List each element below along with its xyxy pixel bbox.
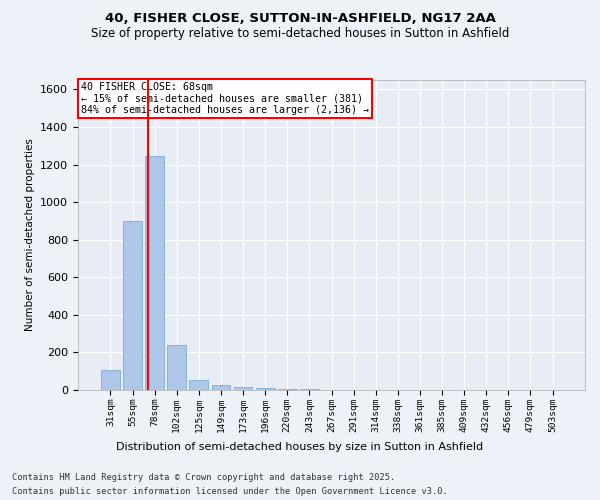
Text: Size of property relative to semi-detached houses in Sutton in Ashfield: Size of property relative to semi-detach… xyxy=(91,28,509,40)
Text: Distribution of semi-detached houses by size in Sutton in Ashfield: Distribution of semi-detached houses by … xyxy=(116,442,484,452)
Text: 40 FISHER CLOSE: 68sqm
← 15% of semi-detached houses are smaller (381)
84% of se: 40 FISHER CLOSE: 68sqm ← 15% of semi-det… xyxy=(80,82,368,115)
Bar xyxy=(167,345,186,390)
Bar xyxy=(233,387,253,390)
Bar xyxy=(123,221,142,390)
Bar xyxy=(145,156,164,390)
Text: Contains public sector information licensed under the Open Government Licence v3: Contains public sector information licen… xyxy=(12,488,448,496)
Bar xyxy=(256,388,275,390)
Text: 40, FISHER CLOSE, SUTTON-IN-ASHFIELD, NG17 2AA: 40, FISHER CLOSE, SUTTON-IN-ASHFIELD, NG… xyxy=(104,12,496,26)
Y-axis label: Number of semi-detached properties: Number of semi-detached properties xyxy=(25,138,35,332)
Bar xyxy=(212,386,230,390)
Bar xyxy=(190,380,208,390)
Text: Contains HM Land Registry data © Crown copyright and database right 2025.: Contains HM Land Registry data © Crown c… xyxy=(12,472,395,482)
Bar xyxy=(101,370,120,390)
Bar xyxy=(278,389,296,390)
